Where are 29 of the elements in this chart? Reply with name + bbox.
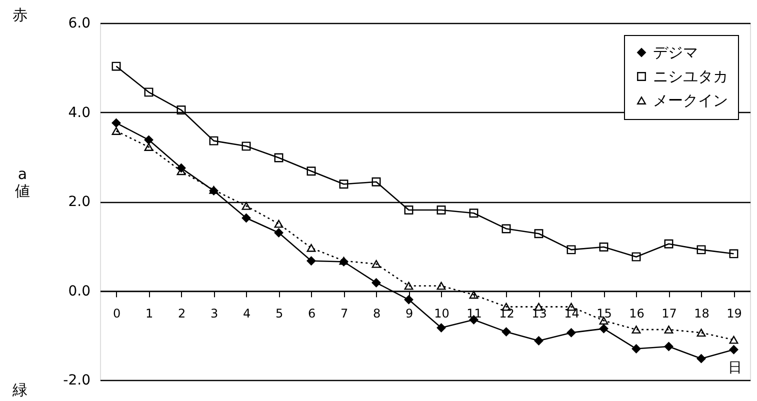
x-tick-label: 16 [629, 306, 644, 320]
y-tick-label: -2.0 [63, 372, 90, 388]
x-tick-label: 7 [340, 306, 348, 320]
x-tick-label: 10 [434, 306, 450, 320]
legend-label: メークイン [653, 92, 728, 110]
x-axis-title: 日 [728, 360, 742, 376]
x-tick-label: 1 [145, 306, 154, 320]
y-tick-label: 0.0 [68, 283, 90, 300]
legend-label: ニシユタカ [653, 68, 728, 86]
text: 緑 [12, 381, 28, 399]
x-tick-label: 4 [242, 306, 251, 320]
x-tick-label: 15 [596, 306, 612, 320]
y-axis-title: a 値 [15, 165, 30, 200]
x-tick-label: 9 [405, 306, 414, 320]
x-tick-label: 17 [662, 306, 677, 320]
x-tick-label: 11 [466, 306, 482, 320]
x-tick-label: 6 [308, 306, 316, 320]
x-tick-label: 0 [112, 306, 121, 320]
x-tick-label: 3 [210, 306, 218, 320]
y-tick-label: 6.0 [68, 16, 90, 32]
x-tick-label: 19 [726, 306, 742, 320]
text: 赤 [12, 6, 28, 24]
x-tick-label: 5 [275, 306, 284, 320]
y-tick-label: 4.0 [68, 104, 90, 121]
y-tick-label: 2.0 [68, 194, 90, 210]
x-tick-label: 2 [178, 306, 186, 320]
x-tick-label: 18 [694, 306, 710, 320]
legend-label: デジマ [653, 44, 698, 62]
x-tick-label: 8 [372, 306, 381, 320]
